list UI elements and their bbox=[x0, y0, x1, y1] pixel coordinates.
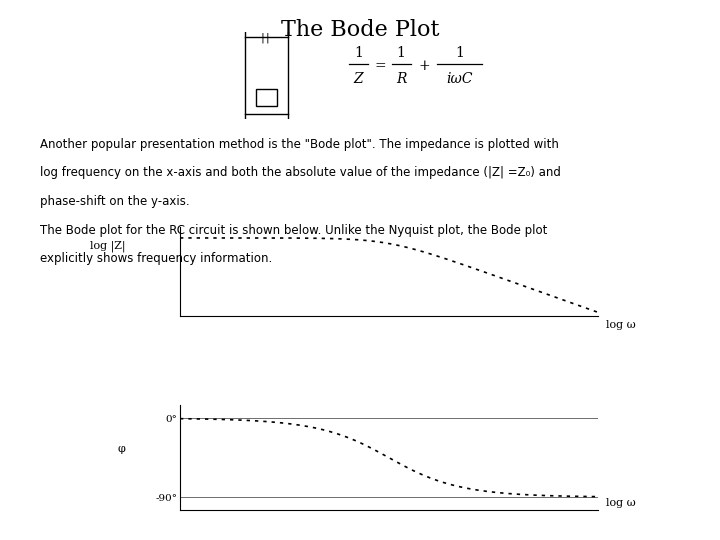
Text: 1: 1 bbox=[354, 46, 363, 60]
Text: ||: || bbox=[259, 32, 271, 43]
Text: iωC: iωC bbox=[446, 72, 473, 86]
Bar bbox=[256, 89, 277, 106]
Text: log ω: log ω bbox=[606, 320, 636, 330]
Text: Z: Z bbox=[354, 72, 363, 86]
Text: Another popular presentation method is the "Bode plot". The impedance is plotted: Another popular presentation method is t… bbox=[40, 138, 559, 151]
Text: log frequency on the x-axis and both the absolute value of the impedance (|Z| =Z: log frequency on the x-axis and both the… bbox=[40, 166, 560, 179]
Text: explicitly shows frequency information.: explicitly shows frequency information. bbox=[40, 252, 272, 265]
Text: 1: 1 bbox=[397, 46, 405, 60]
Text: =: = bbox=[374, 59, 386, 73]
Text: log |Z|: log |Z| bbox=[90, 240, 126, 252]
Text: 1: 1 bbox=[455, 46, 464, 60]
Text: R: R bbox=[396, 72, 406, 86]
Text: The Bode plot for the RC circuit is shown below. Unlike the Nyquist plot, the Bo: The Bode plot for the RC circuit is show… bbox=[40, 224, 547, 237]
Text: +: + bbox=[419, 59, 431, 73]
Text: The Bode Plot: The Bode Plot bbox=[281, 19, 439, 41]
Text: log ω: log ω bbox=[606, 498, 636, 508]
Text: φ: φ bbox=[118, 444, 126, 454]
Text: phase-shift on the y-axis.: phase-shift on the y-axis. bbox=[40, 195, 189, 208]
